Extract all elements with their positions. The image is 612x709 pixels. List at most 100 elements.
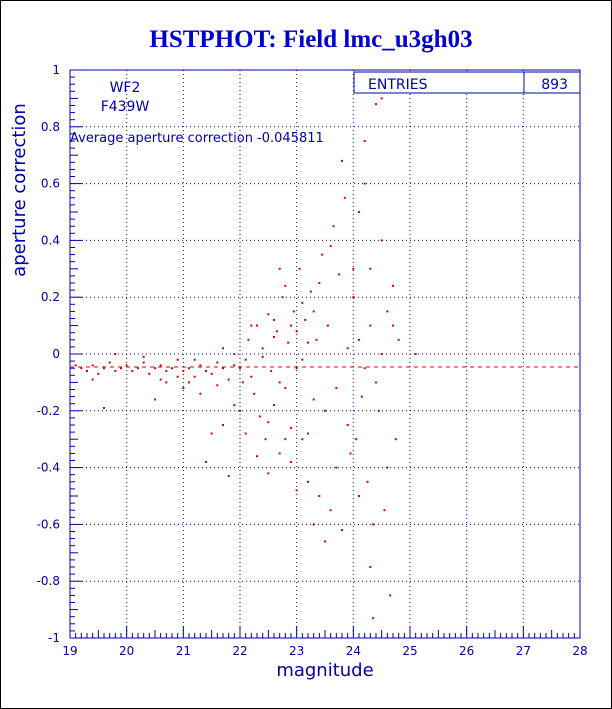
data-point bbox=[205, 370, 207, 373]
data-point bbox=[284, 284, 287, 287]
data-point bbox=[358, 211, 360, 213]
x-axis-label: magnitude bbox=[276, 660, 373, 681]
average-annotation: Average aperture correction -0.045811 bbox=[70, 131, 324, 146]
data-point bbox=[216, 361, 219, 364]
data-point bbox=[137, 367, 139, 370]
x-tick-label: 28 bbox=[572, 644, 587, 658]
data-point bbox=[91, 364, 94, 367]
data-point bbox=[264, 438, 267, 441]
y-axis-label: aperture correction bbox=[9, 103, 30, 277]
data-point bbox=[253, 392, 256, 395]
data-point bbox=[193, 375, 196, 378]
data-point bbox=[210, 372, 213, 375]
data-point bbox=[278, 452, 281, 455]
data-point bbox=[154, 398, 156, 401]
data-point bbox=[346, 424, 349, 426]
x-tick-label: 25 bbox=[402, 644, 417, 658]
data-point bbox=[363, 182, 366, 185]
data-point bbox=[290, 460, 292, 463]
data-point bbox=[247, 338, 250, 341]
data-point bbox=[324, 540, 326, 543]
data-point bbox=[233, 353, 236, 355]
data-point bbox=[301, 438, 304, 441]
data-point bbox=[383, 509, 386, 512]
data-point bbox=[222, 424, 224, 426]
data-point bbox=[397, 338, 400, 341]
data-point bbox=[335, 466, 338, 469]
data-point bbox=[375, 381, 377, 384]
data-point bbox=[261, 347, 264, 350]
y-tick-label: 0.2 bbox=[41, 290, 60, 304]
data-point bbox=[267, 472, 270, 475]
data-point bbox=[244, 358, 247, 361]
data-point bbox=[261, 355, 264, 358]
data-point bbox=[352, 267, 355, 270]
data-point bbox=[281, 296, 284, 299]
y-tick-label: -0.2 bbox=[37, 404, 60, 418]
data-point bbox=[324, 409, 326, 412]
data-point bbox=[250, 375, 253, 378]
y-tick-label: -0.6 bbox=[37, 517, 60, 531]
data-point bbox=[369, 566, 372, 568]
data-point bbox=[250, 324, 253, 327]
data-point bbox=[142, 361, 145, 364]
data-point bbox=[239, 409, 241, 412]
data-point bbox=[256, 455, 258, 458]
x-tick-label: 26 bbox=[459, 644, 474, 658]
data-point bbox=[284, 438, 287, 441]
stats-entries-value: 893 bbox=[541, 77, 568, 93]
data-point bbox=[159, 364, 162, 367]
data-point bbox=[335, 387, 338, 390]
data-point bbox=[233, 364, 236, 367]
data-point bbox=[258, 415, 261, 418]
data-point bbox=[318, 495, 321, 497]
x-tick-label: 21 bbox=[176, 644, 191, 658]
data-point bbox=[369, 324, 372, 327]
data-point bbox=[295, 489, 298, 492]
data-point bbox=[222, 367, 224, 370]
x-tick-label: 23 bbox=[289, 644, 304, 658]
filter-label: F439W bbox=[101, 99, 150, 115]
data-point bbox=[372, 523, 375, 526]
data-point bbox=[267, 421, 270, 424]
data-point bbox=[358, 495, 360, 497]
data-point bbox=[386, 466, 389, 469]
data-point bbox=[307, 480, 309, 483]
data-point bbox=[267, 313, 270, 316]
x-tick-label: 24 bbox=[346, 644, 361, 658]
data-point bbox=[380, 97, 383, 100]
data-point bbox=[369, 267, 372, 270]
data-point bbox=[165, 370, 168, 373]
data-point bbox=[171, 367, 173, 370]
data-point bbox=[188, 367, 190, 370]
y-axis: -1 -0.8 -0.6 -0.4 -0.2 0 0.2 0.4 0.6 0.8 1 bbox=[37, 63, 82, 645]
data-point bbox=[326, 324, 329, 327]
data-point bbox=[346, 347, 349, 350]
data-point bbox=[80, 367, 83, 370]
data-point bbox=[278, 267, 281, 270]
data-point bbox=[377, 409, 380, 412]
data-point bbox=[372, 617, 375, 620]
data-point bbox=[205, 460, 207, 463]
data-point bbox=[210, 432, 213, 435]
data-point bbox=[414, 353, 417, 355]
data-point bbox=[97, 372, 100, 375]
data-point bbox=[199, 392, 202, 395]
data-point bbox=[103, 367, 105, 370]
data-point bbox=[108, 361, 111, 364]
data-point bbox=[284, 387, 287, 390]
data-point bbox=[358, 338, 360, 341]
data-point bbox=[295, 367, 298, 370]
data-point bbox=[329, 245, 332, 248]
x-tick-label: 22 bbox=[232, 644, 247, 658]
data-point bbox=[275, 330, 278, 333]
data-point bbox=[301, 301, 304, 304]
data-point bbox=[338, 273, 341, 276]
data-point bbox=[343, 196, 346, 199]
data-point bbox=[273, 335, 275, 338]
data-point bbox=[312, 523, 315, 526]
data-points bbox=[74, 97, 417, 620]
y-tick-label: 0 bbox=[52, 347, 60, 361]
data-point bbox=[307, 432, 309, 435]
data-point bbox=[292, 310, 295, 313]
